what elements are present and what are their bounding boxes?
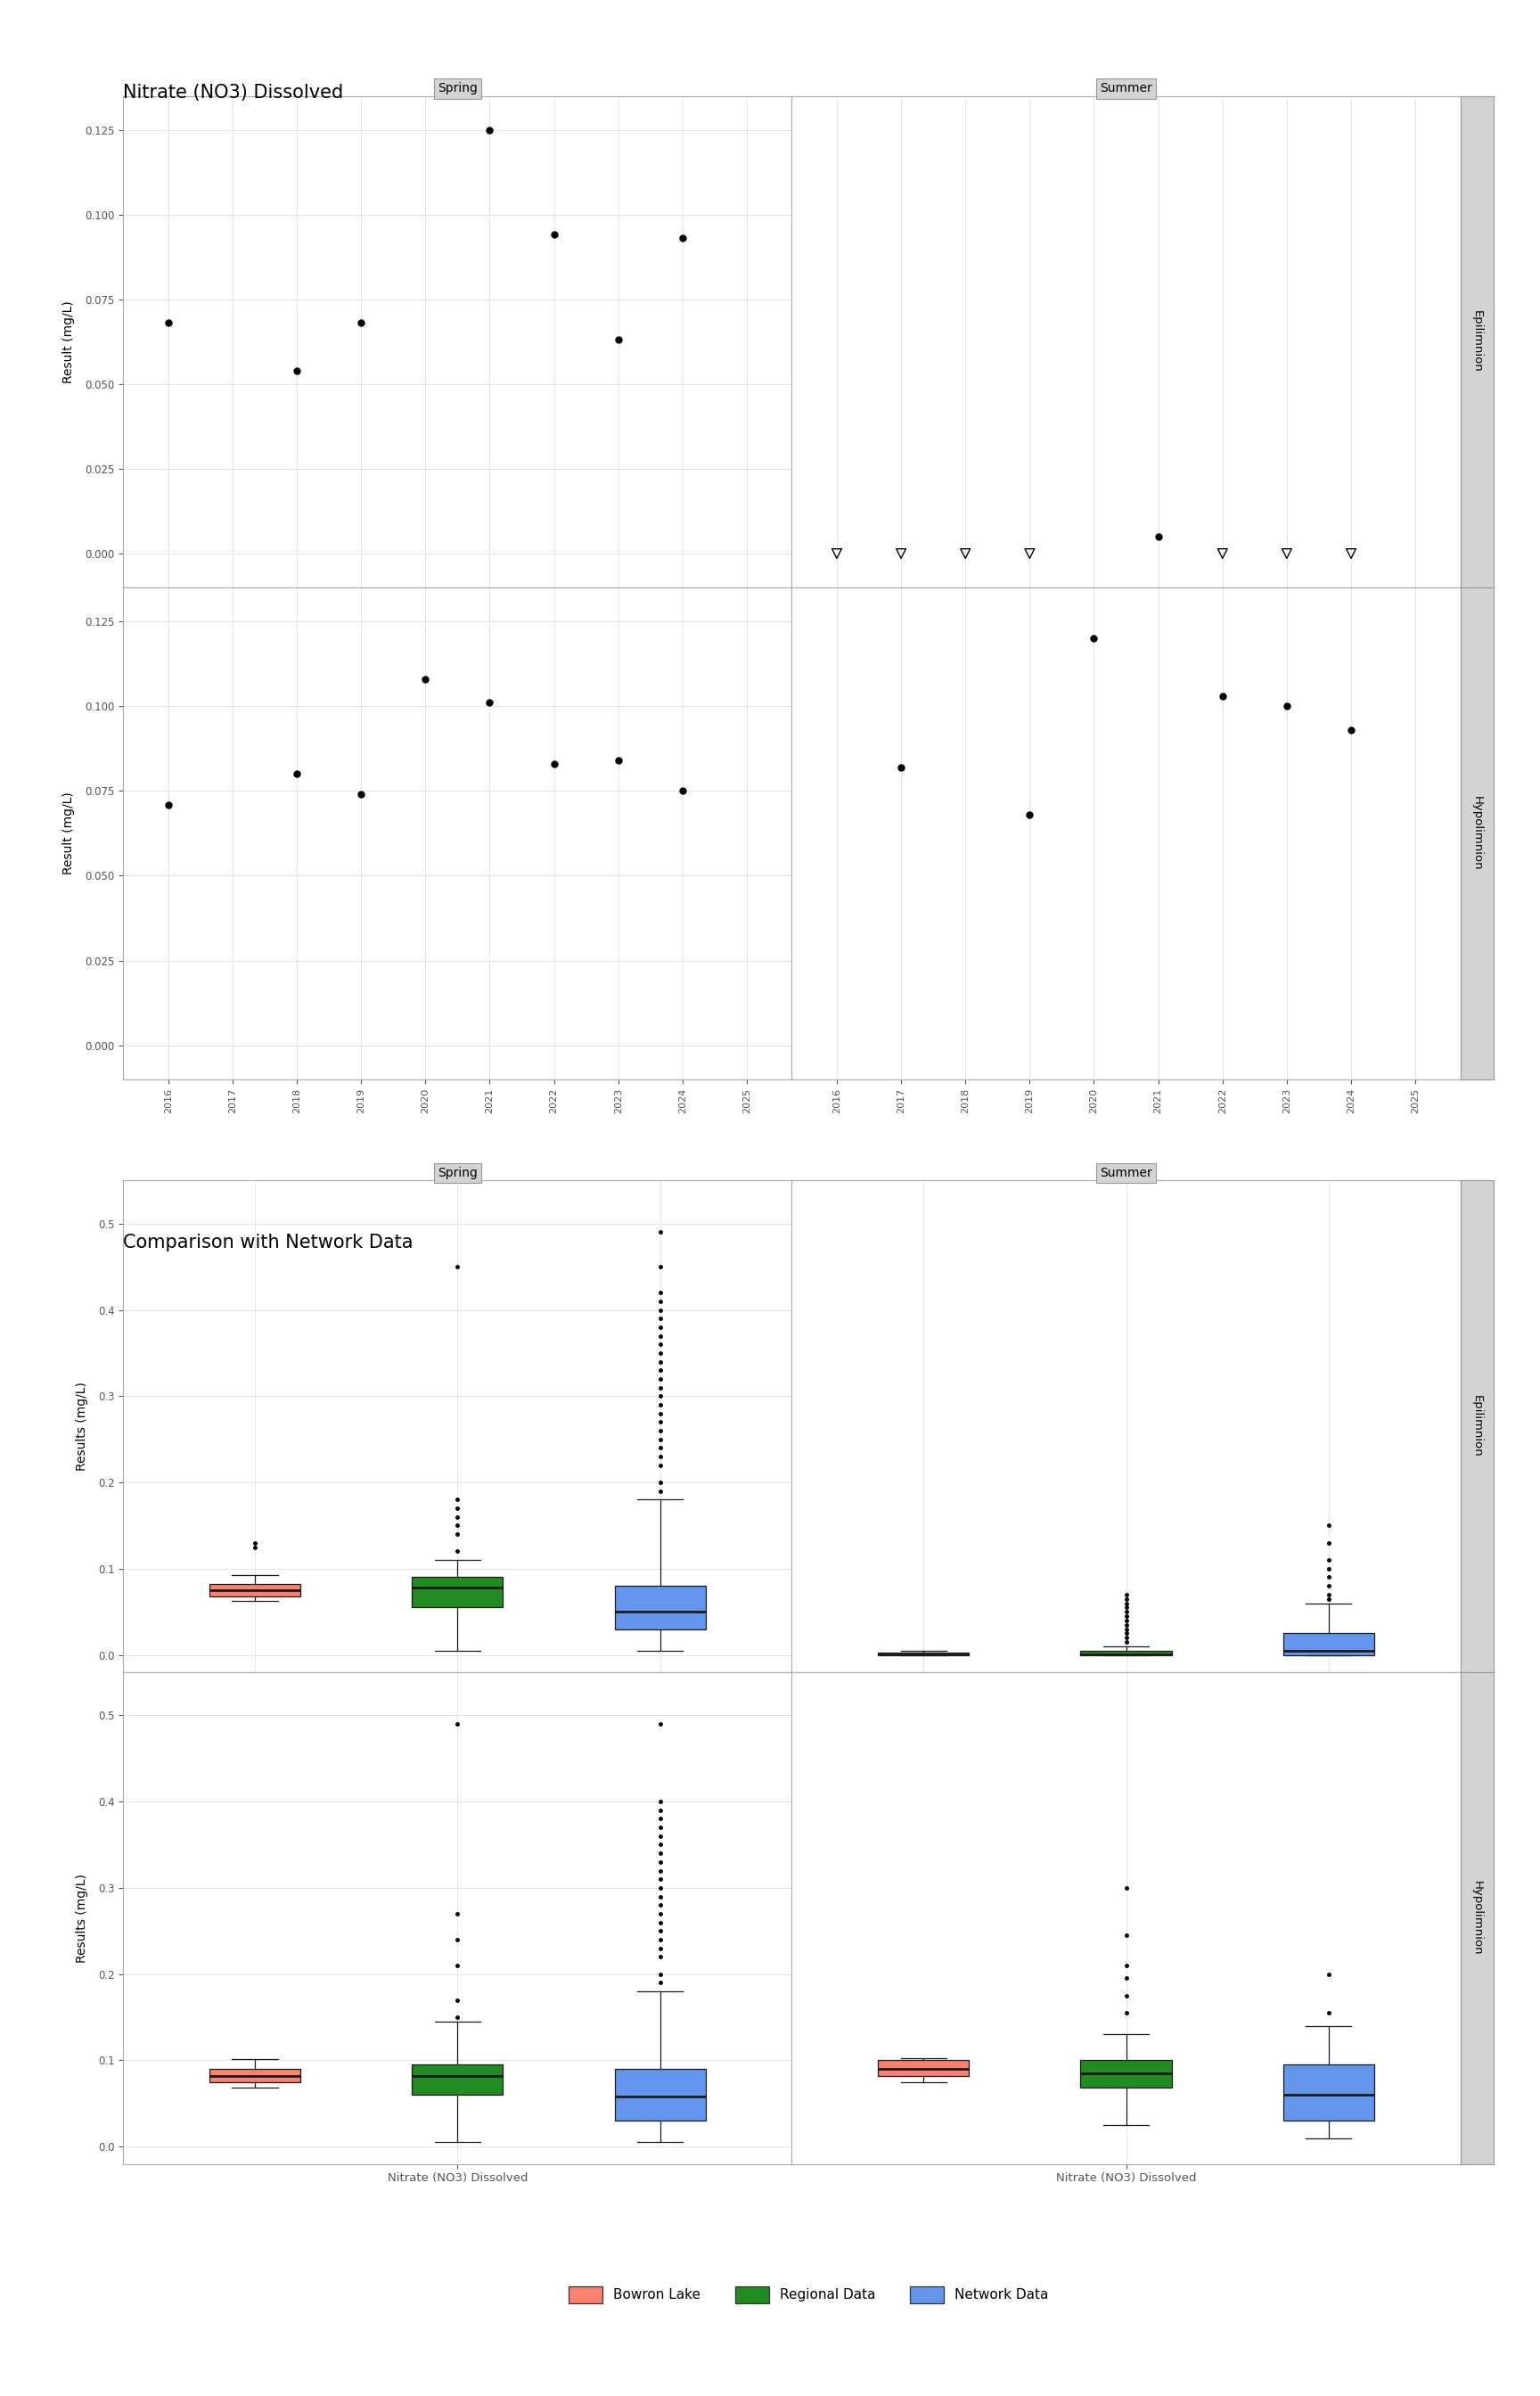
Point — [542, 216, 567, 254]
Point — [156, 786, 180, 824]
Y-axis label: Result (mg/L): Result (mg/L) — [62, 793, 75, 875]
Legend: Bowron Lake, Regional Data, Network Data: Bowron Lake, Regional Data, Network Data — [564, 2281, 1053, 2307]
Point — [542, 745, 567, 783]
Point — [824, 534, 849, 573]
PathPatch shape — [878, 1653, 969, 1656]
Text: Comparison with Network Data: Comparison with Network Data — [123, 1234, 413, 1251]
Title: Spring: Spring — [437, 81, 477, 96]
Point — [1146, 518, 1170, 556]
PathPatch shape — [1081, 2061, 1172, 2087]
PathPatch shape — [411, 2065, 504, 2094]
PathPatch shape — [209, 2070, 300, 2082]
Point — [1275, 534, 1300, 573]
Point — [285, 352, 310, 391]
Point — [477, 683, 502, 721]
Point — [605, 740, 630, 779]
Point — [348, 776, 373, 815]
Text: Epilimnion: Epilimnion — [1471, 311, 1483, 374]
Point — [1275, 688, 1300, 726]
Point — [1210, 676, 1235, 714]
Point — [670, 218, 695, 256]
Point — [477, 110, 502, 149]
PathPatch shape — [209, 1584, 300, 1596]
Title: Summer: Summer — [1100, 81, 1152, 96]
PathPatch shape — [1283, 1634, 1374, 1656]
Point — [889, 534, 913, 573]
Point — [953, 534, 978, 573]
Point — [1018, 534, 1043, 573]
Point — [889, 748, 913, 786]
PathPatch shape — [1283, 2065, 1374, 2120]
PathPatch shape — [1081, 1651, 1172, 1656]
Point — [1338, 534, 1363, 573]
Y-axis label: Results (mg/L): Results (mg/L) — [75, 1382, 88, 1471]
Point — [156, 304, 180, 343]
Point — [1338, 712, 1363, 750]
PathPatch shape — [614, 2070, 705, 2120]
Point — [670, 772, 695, 810]
Point — [605, 321, 630, 359]
Point — [285, 755, 310, 793]
Y-axis label: Results (mg/L): Results (mg/L) — [75, 1874, 88, 1962]
Point — [1210, 534, 1235, 573]
PathPatch shape — [878, 2061, 969, 2075]
Y-axis label: Result (mg/L): Result (mg/L) — [62, 300, 75, 383]
Text: Hypolimnion: Hypolimnion — [1471, 795, 1483, 870]
Point — [1081, 618, 1106, 657]
Title: Spring: Spring — [437, 1167, 477, 1179]
Point — [413, 659, 437, 697]
PathPatch shape — [411, 1577, 504, 1608]
Point — [1018, 795, 1043, 834]
Text: Nitrate (NO3) Dissolved: Nitrate (NO3) Dissolved — [123, 84, 343, 101]
Text: Epilimnion: Epilimnion — [1471, 1394, 1483, 1457]
Title: Summer: Summer — [1100, 1167, 1152, 1179]
Text: Hypolimnion: Hypolimnion — [1471, 1881, 1483, 1955]
Point — [348, 304, 373, 343]
PathPatch shape — [614, 1586, 705, 1629]
